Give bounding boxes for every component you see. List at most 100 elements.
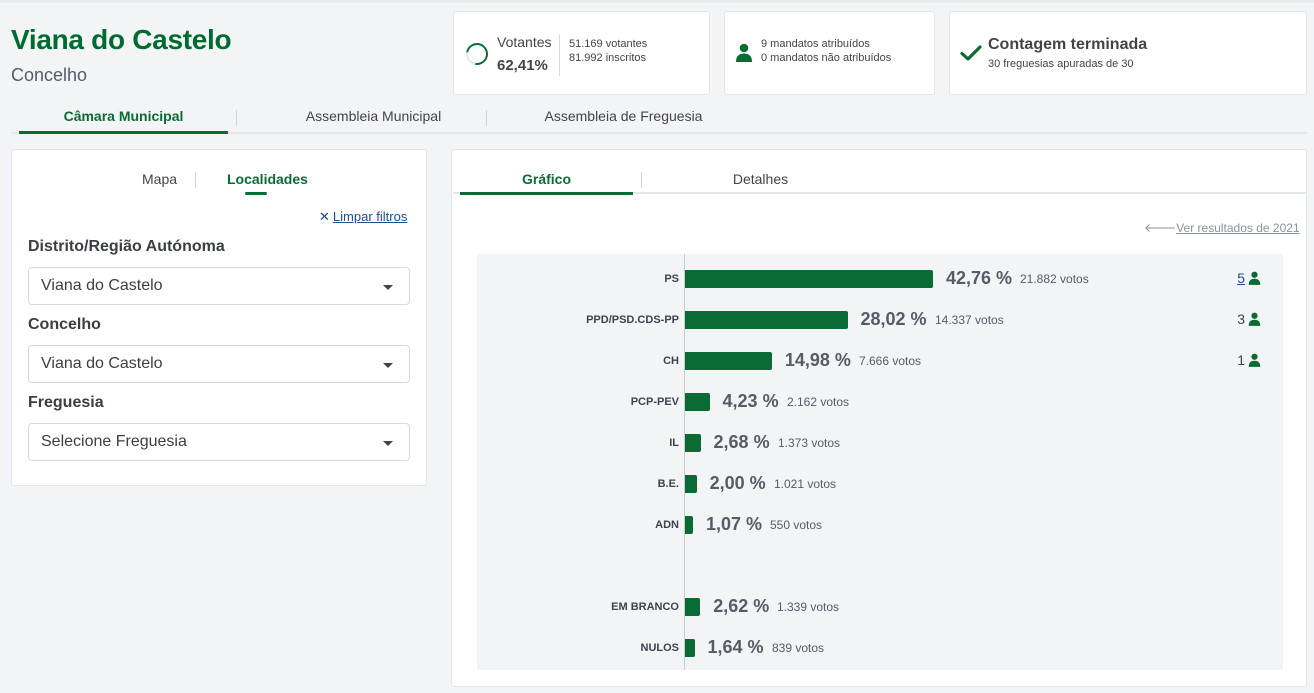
turnout-percent: 62,41%: [497, 57, 548, 74]
tab-divider: [641, 172, 642, 188]
turnout-ring-icon: [461, 38, 493, 70]
district-value: Viana do Castelo: [41, 277, 163, 294]
page-subtitle: Concelho: [11, 65, 88, 85]
percent-label: 42,76 %: [946, 268, 1013, 288]
tabs-rule: [11, 132, 1307, 134]
party-label: PCP-PEV: [630, 396, 679, 408]
votes-label: 14.337 votos: [935, 313, 1004, 327]
seats-count: 3: [1237, 311, 1261, 327]
voters-card: Votantes 62,41% 51.169 votantes 81.992 i…: [453, 11, 710, 95]
chart-row: PCP-PEV 4,23 % 2.162 votos: [477, 391, 1283, 413]
count-status-card: Contagem terminada 30 freguesias apurada…: [949, 11, 1307, 95]
tab-divider: [486, 110, 487, 126]
top-strip: [0, 0, 1314, 3]
caret-down-icon: [383, 441, 393, 446]
percent-label: 2,68 %: [713, 432, 770, 452]
municipality-select[interactable]: Viana do Castelo: [28, 345, 410, 383]
seats-number: 5: [1237, 270, 1245, 286]
results-panel: Gráfico Detalhes 🡐Ver resultados de 2021…: [451, 149, 1307, 687]
percent-label: 2,00 %: [709, 473, 766, 493]
arrow-left-icon: 🡐: [1144, 221, 1177, 235]
seats-number: 3: [1237, 311, 1245, 327]
percent-label: 4,23 %: [722, 391, 779, 411]
votes-label: 2.162 votos: [787, 395, 850, 409]
percent-label: 14,98 %: [784, 350, 851, 370]
chart-row: NULOS 1,64 % 839 votos: [477, 637, 1283, 659]
result-bar: [685, 393, 710, 411]
votes-label: 1.339 votos: [777, 600, 840, 614]
active-subtab-indicator: [245, 192, 267, 195]
voters-count: 51.169 votantes: [569, 38, 648, 50]
chart-row: PS 42,76 % 21.882 votos 5: [477, 268, 1283, 290]
chart-row: PPD/PSD.CDS-PP 28,02 % 14.337 votos 3: [477, 309, 1283, 331]
close-icon: ✕: [319, 209, 330, 224]
seats-number: 1: [1237, 352, 1245, 368]
mandates-card: 9 mandatos atribuídos 0 mandatos não atr…: [724, 11, 935, 95]
party-label: B.E.: [657, 478, 679, 490]
chart-row: B.E. 2,00 % 1.021 votos: [477, 473, 1283, 495]
votes-label: 21.882 votos: [1020, 272, 1089, 286]
voters-label: Votantes: [497, 34, 552, 50]
parish-select[interactable]: Selecione Freguesia: [28, 423, 410, 461]
seats-count[interactable]: 5: [1237, 270, 1261, 286]
caret-down-icon: [383, 285, 393, 290]
party-label: ADN: [655, 519, 679, 531]
active-tab-indicator: [19, 131, 228, 134]
party-label: PPD/PSD.CDS-PP: [586, 314, 679, 326]
parish-label: Freguesia: [28, 394, 104, 411]
result-bar: [685, 434, 701, 452]
filter-panel: Mapa Localidades ✕ Limpar filtros Distrit…: [11, 149, 427, 486]
previous-results-label: Ver resultados de 2021: [1176, 221, 1300, 235]
votes-label: 839 votos: [772, 641, 825, 655]
seats-count: 1: [1237, 352, 1261, 368]
tab-divider: [236, 110, 237, 126]
chart-axis: [684, 254, 685, 670]
check-icon: [960, 45, 982, 61]
divider: [559, 34, 560, 76]
votes-label: 7.666 votos: [859, 354, 922, 368]
percent-label: 1,64 %: [707, 637, 764, 657]
caret-down-icon: [383, 363, 393, 368]
clear-filters-label: Limpar filtros: [332, 209, 408, 224]
previous-results-link[interactable]: 🡐Ver resultados de 2021: [1144, 220, 1300, 235]
person-icon: [1248, 271, 1261, 285]
district-select[interactable]: Viana do Castelo: [28, 267, 410, 305]
result-bar: [685, 311, 848, 329]
active-tab-indicator: [460, 192, 633, 195]
mandates-assigned: 9 mandatos atribuídos: [761, 38, 870, 50]
results-bar-chart: PS 42,76 % 21.882 votos 5 PPD/PSD.CDS-PP 28,0…: [477, 254, 1283, 670]
parish-value: Selecione Freguesia: [41, 433, 187, 450]
clear-filters-link[interactable]: ✕ Limpar filtros: [319, 209, 407, 225]
tab-camara-municipal[interactable]: Câmara Municipal: [63, 108, 184, 124]
tab-grafico[interactable]: Gráfico: [521, 171, 571, 187]
tabs-rule: [453, 192, 1307, 194]
tab-mapa[interactable]: Mapa: [142, 171, 178, 187]
party-label: IL: [669, 437, 679, 449]
person-icon: [1248, 312, 1261, 326]
tab-assembleia-freguesia[interactable]: Assembleia de Freguesia: [544, 108, 703, 124]
result-bar: [685, 598, 701, 616]
election-tabs: Câmara Municipal Assembleia Municipal As…: [11, 102, 1307, 134]
party-label: CH: [663, 355, 679, 367]
tab-assembleia-municipal[interactable]: Assembleia Municipal: [305, 108, 442, 124]
tab-localidades[interactable]: Localidades: [227, 171, 308, 187]
chart-row: EM BRANCO 2,62 % 1.339 votos: [477, 596, 1283, 618]
percent-label: 2,62 %: [713, 596, 770, 616]
party-label: EM BRANCO: [611, 601, 679, 613]
person-icon: [736, 43, 752, 62]
result-bar: [685, 639, 695, 657]
municipality-label: Concelho: [28, 316, 101, 333]
percent-label: 1,07 %: [706, 514, 763, 534]
municipality-value: Viana do Castelo: [41, 355, 163, 372]
chart-row: IL 2,68 % 1.373 votos: [477, 432, 1283, 454]
party-label: PS: [664, 273, 679, 285]
count-status-title: Contagem terminada: [988, 36, 1148, 53]
chart-row: CH 14,98 % 7.666 votos 1: [477, 350, 1283, 372]
result-bar: [685, 475, 697, 493]
registered-count: 81.992 inscritos: [569, 52, 647, 64]
votes-label: 1.373 votos: [778, 436, 841, 450]
percent-label: 28,02 %: [860, 309, 927, 329]
tab-detalhes[interactable]: Detalhes: [732, 171, 789, 187]
subtab-divider: [195, 172, 196, 188]
party-label: NULOS: [640, 642, 680, 654]
